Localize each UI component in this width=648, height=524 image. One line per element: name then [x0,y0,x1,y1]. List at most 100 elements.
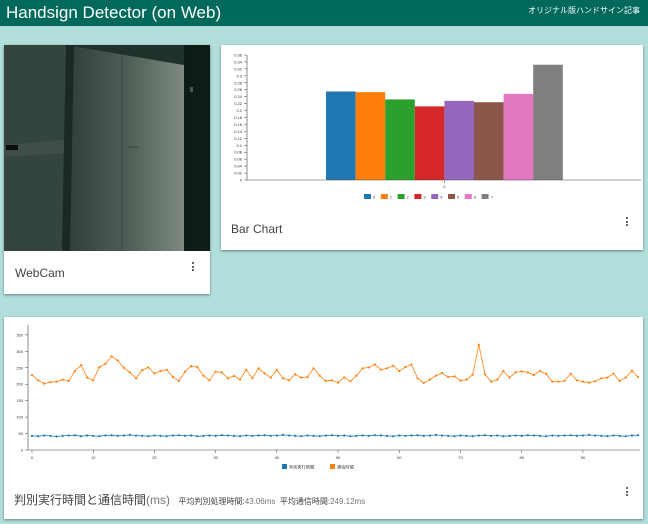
series-0-point [67,434,70,437]
bar-y-tick-label: 0.34 [234,59,243,64]
webcam-frame [4,45,210,251]
series-1-point [398,370,401,373]
series-0-point [520,434,523,437]
line-y-tick-label: 300 [16,349,23,354]
line-x-tick-label: 30 [213,455,218,460]
series-1-point [502,370,505,373]
series-1-point [459,379,462,382]
series-1-point [110,355,113,358]
series-0-point [330,434,333,437]
series-1-point [551,380,554,383]
series-0-point [355,434,358,437]
series-1-point [526,371,529,374]
legend-swatch-2 [397,194,405,199]
series-1-point [288,379,291,382]
series-1-point [483,373,487,376]
series-1-point [428,378,431,381]
series-0-point [606,435,609,438]
series-0-point [404,434,407,437]
series-1-point [159,370,162,373]
line-chart-y-axis: 0 50 100 150 200 250 300 350 [16,325,29,453]
legend-swatch-0 [364,194,371,199]
bar-3 [414,106,445,180]
series-0-point [269,434,272,437]
series-1-point [183,370,187,373]
series-1-point [306,375,309,379]
series-1-point [373,363,376,366]
series-1-point [208,379,211,382]
series-0-point [324,434,327,437]
series-1-point [294,373,297,376]
bar-1 [355,92,386,180]
series-1-point [141,369,144,372]
series-1-point [202,374,205,377]
series-1-point [67,379,70,382]
series-1-point [490,380,493,383]
bar-chart-legend: 0 1 2 3 4 5 6 7 [364,194,494,200]
timing-card: 0 50 100 150 200 250 300 350 0 10 20 30 40 50 60 70 80 9… [4,317,643,519]
series-0-point [477,434,480,437]
series-0-point [337,434,340,437]
series-0-point [122,434,125,437]
bar-chart-more-vert-icon[interactable] [626,217,629,228]
series-0-point [471,435,474,438]
series-0-point [214,434,217,437]
legend-swatch-1 [380,194,388,199]
line-chart-series [30,343,640,438]
webcam-label: WebCam [15,266,65,280]
bar-y-tick-label: 0.08 [234,150,243,155]
webcam-video [4,45,210,251]
app-bar: Handsign Detector (on Web) オリジナル版ハンドサイン記… [0,0,648,26]
series-0-point [208,434,211,437]
line-legend-swatch-0 [282,464,287,469]
series-0-point [453,435,456,438]
series-0-point [434,433,438,436]
series-0-point [135,434,138,437]
series-1-point [539,370,542,373]
series-0-point [532,434,536,437]
legend-label-6: 6 [474,195,477,200]
bar-y-tick-label: 0.24 [234,94,243,99]
legend-swatch-4 [431,194,439,199]
line-legend-label-1: 通信時間 [337,464,354,471]
line-chart-legend: 判別実行時間 通信時間 [282,464,354,471]
series-1-point [447,375,450,379]
series-0-point [98,435,101,438]
series-1-point [594,380,597,383]
series-1-point [618,379,621,382]
series-0-point [361,434,364,437]
series-line-0 [31,434,639,437]
series-1-point [441,371,444,375]
series-0-point [526,434,529,437]
series-0-point [612,434,615,437]
series-1-point [177,379,180,382]
line-y-tick-label: 350 [16,332,23,337]
bar-chart-bars [326,64,563,180]
original-article-link[interactable]: オリジナル版ハンドサイン記事 [528,6,640,15]
series-1-point [263,372,266,375]
series-1-point [569,372,572,375]
bar-5 [474,102,504,180]
series-0-point [226,434,229,437]
webcam-more-vert-icon[interactable] [192,262,195,273]
series-0-point [428,434,431,437]
series-0-point [306,434,309,437]
series-0-point [459,434,462,437]
avg-comm-label: 平均通信時間: [279,497,331,506]
line-x-tick-label: 50 [336,455,341,460]
series-1-point [330,379,333,382]
series-1-point [367,366,370,369]
series-1-point [508,376,511,379]
bar-4 [444,100,474,180]
series-0-point [202,434,205,437]
series-0-point [502,435,505,438]
line-x-tick-label: 0 [31,455,34,460]
series-0-point [147,435,150,438]
legend-swatch-5 [448,194,455,199]
series-1-point [612,372,615,375]
line-y-tick-label: 200 [16,382,23,387]
timing-more-vert-icon[interactable] [626,487,629,498]
series-0-point [410,434,413,437]
bar-y-tick-label: 0.3 [236,73,242,78]
series-0-point [514,434,517,437]
